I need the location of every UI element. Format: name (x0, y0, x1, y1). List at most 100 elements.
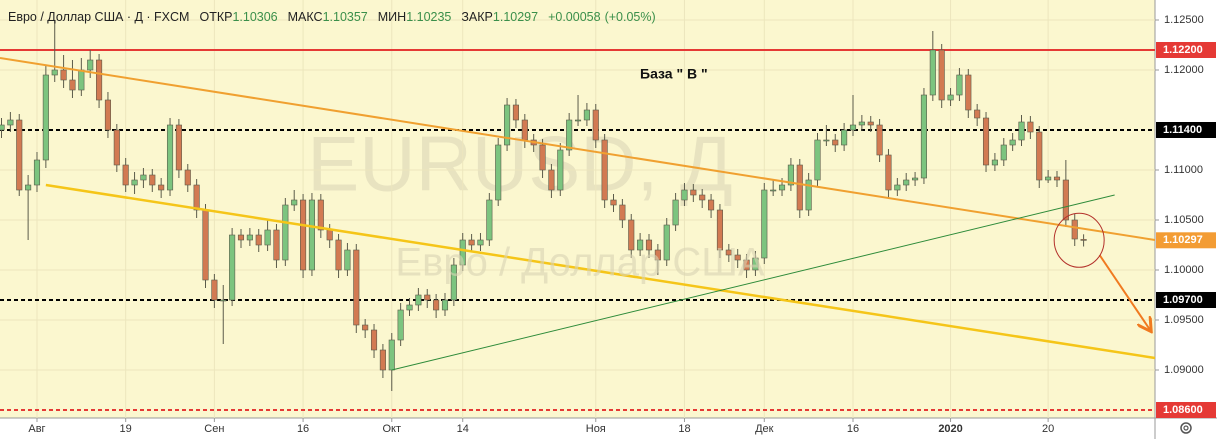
x-tick-label: Авг (28, 423, 45, 435)
candle-body (663, 224, 670, 261)
trend-line (45, 183, 1156, 360)
candle-body (841, 129, 848, 146)
candle-body (885, 154, 892, 191)
x-tick-label: 14 (457, 423, 469, 435)
candle-body (566, 119, 573, 151)
candle-body (7, 119, 14, 126)
candle-body (468, 239, 475, 246)
candle-body (450, 264, 457, 301)
plot-background (0, 0, 1155, 418)
candle-body (140, 174, 147, 181)
candle-body (362, 324, 369, 331)
candle-body (202, 209, 209, 281)
header-label: МАКС (287, 10, 323, 24)
candle-body (370, 329, 378, 351)
level-label: 1.08600 (1163, 404, 1203, 416)
candle-body (486, 199, 493, 241)
last-price-box (1156, 232, 1216, 249)
candle-body (388, 339, 395, 371)
candle-body (574, 119, 582, 122)
candle-body (912, 177, 919, 181)
last-price-label: 1.10297 (1163, 234, 1203, 246)
candle-body (246, 234, 253, 241)
candle-body (255, 234, 262, 246)
y-tick-label: 1.09500 (1164, 314, 1204, 326)
candle-body (122, 164, 129, 186)
candle-body (441, 299, 449, 311)
candle-body (184, 169, 191, 186)
candle-body (708, 199, 715, 211)
candle-body (237, 234, 245, 241)
watermark-sub: Евро / Доллар США (395, 241, 765, 285)
candle-body (1045, 176, 1052, 181)
header-value: 1.10306 (232, 10, 278, 24)
x-tick-label: 16 (297, 423, 309, 435)
candle-body (832, 139, 839, 146)
x-tick-label: 2020 (938, 423, 962, 435)
candle-body (876, 124, 883, 156)
candle-body (291, 199, 298, 206)
candle-body (149, 174, 156, 186)
candle-body (743, 259, 750, 271)
x-tick-label: Ноя (586, 423, 606, 435)
candle-body (113, 129, 120, 166)
header-label: ЗАКР (461, 10, 493, 24)
candle-body (193, 184, 200, 211)
candle-body (734, 254, 741, 261)
candle-body (725, 249, 732, 256)
x-tick-label: 19 (120, 423, 132, 435)
forecast-arrow (1098, 254, 1151, 330)
candle-body (654, 249, 661, 261)
header-value: 1.10235 (406, 10, 452, 24)
x-tick-label: 16 (847, 423, 859, 435)
candle-body (78, 69, 85, 91)
candle-body (166, 124, 174, 191)
candle-body (308, 199, 315, 271)
candle-body (353, 249, 360, 326)
watermark: EURUSD, Д (307, 120, 733, 208)
candle-body (406, 304, 413, 311)
candle-body (787, 164, 794, 186)
candle-body (849, 124, 857, 131)
candle-body (0, 124, 5, 131)
level-label: 1.09700 (1163, 294, 1203, 306)
candle-body (25, 184, 32, 191)
trend-line (391, 194, 1115, 371)
candle-body (220, 299, 227, 302)
candle-body (805, 179, 812, 211)
change: +0.00058 (548, 10, 601, 24)
candle-body (681, 189, 688, 201)
candle-body (761, 189, 768, 259)
candle-body (521, 119, 528, 141)
candle-body (1018, 121, 1025, 141)
candle-body (539, 144, 546, 171)
candle-body (433, 299, 440, 311)
candle-body (965, 74, 972, 111)
candle-body (637, 239, 644, 251)
trend-line (0, 57, 1156, 241)
candle-body (175, 124, 182, 171)
candle-body (548, 169, 555, 191)
settings-icon[interactable] (1180, 422, 1192, 434)
candle-body (415, 294, 422, 306)
candle-body (814, 139, 821, 181)
candle-body (619, 204, 626, 221)
candle-body (947, 94, 954, 101)
candle-body (69, 79, 76, 91)
candle-body (601, 139, 608, 201)
candle-body (51, 69, 58, 76)
candle-body (796, 164, 803, 211)
candle-body (273, 229, 280, 261)
candle-body (858, 121, 865, 126)
candle-body (42, 74, 49, 161)
x-tick-label: 18 (678, 423, 690, 435)
candle-body (1062, 179, 1069, 221)
candle-body (778, 184, 786, 191)
candle-body (867, 121, 874, 126)
y-tick-label: 1.10500 (1164, 214, 1204, 226)
x-tick-label: Дек (755, 423, 774, 435)
candle-body (229, 234, 236, 301)
candle-body (317, 199, 324, 231)
level-label-box (1156, 122, 1216, 138)
